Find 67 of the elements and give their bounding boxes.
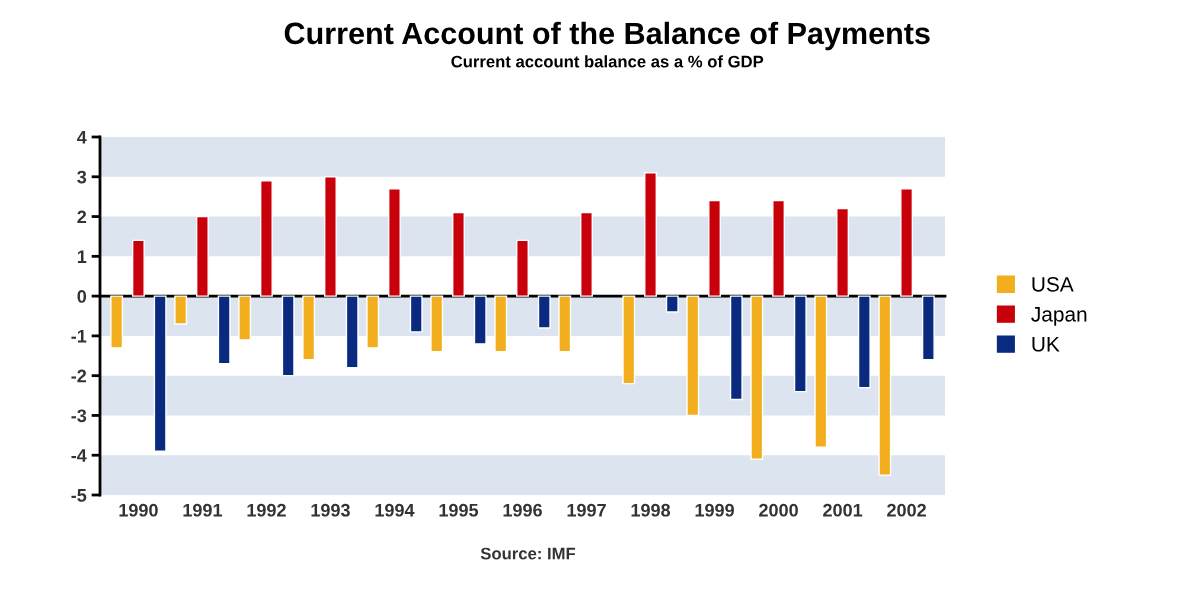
- bar: [686, 295, 700, 417]
- bar: [153, 295, 167, 452]
- bar: [558, 295, 572, 353]
- x-tick-label: 2000: [759, 503, 798, 517]
- bar: [281, 295, 295, 377]
- bar: [537, 295, 551, 329]
- y-tick-label: 1: [77, 250, 87, 263]
- x-tick-label: 2002: [887, 503, 926, 517]
- x-tick-label: 1992: [247, 503, 286, 517]
- bar: [644, 172, 657, 297]
- bar: [110, 295, 124, 349]
- bar: [430, 295, 444, 353]
- bar: [516, 239, 529, 297]
- bar: [857, 295, 871, 389]
- bar: [921, 295, 935, 361]
- bar: [345, 295, 359, 369]
- bar: [131, 239, 145, 297]
- bar: [836, 207, 850, 297]
- bar: [580, 211, 593, 297]
- bar: [814, 295, 828, 448]
- legend-label: Japan: [1031, 307, 1087, 326]
- bar: [708, 199, 722, 297]
- bar: [302, 295, 316, 361]
- bar: [665, 295, 679, 313]
- bar: [174, 295, 188, 325]
- bar: [259, 180, 273, 297]
- bar: [195, 215, 209, 297]
- bar: [900, 188, 914, 297]
- x-tick-label: 1999: [695, 503, 734, 517]
- bar: [238, 295, 252, 341]
- bar: [494, 295, 508, 353]
- bar: [750, 295, 764, 460]
- bar: [388, 188, 401, 297]
- y-tick-label: 0: [77, 290, 87, 303]
- bar: [729, 295, 743, 401]
- y-tick-label: -3: [71, 409, 87, 423]
- y-tick-label: 4: [77, 131, 87, 144]
- y-tick-label: 3: [77, 170, 87, 184]
- y-tick-label: -5: [71, 489, 87, 502]
- x-tick-label: 1993: [311, 503, 350, 517]
- bar: [772, 199, 786, 297]
- bar: [452, 211, 465, 297]
- chart-title: Current Account of the Balance of Payments: [284, 21, 930, 51]
- legend-label: USA: [1032, 276, 1074, 292]
- bar: [366, 295, 380, 349]
- bar: [473, 295, 487, 345]
- x-tick-label: 1991: [183, 503, 223, 517]
- y-tick-label: -2: [71, 369, 87, 383]
- x-tick-label: 1990: [119, 503, 158, 517]
- bar: [793, 295, 807, 393]
- x-tick-label: 1996: [503, 503, 542, 517]
- y-tick-label: -4: [71, 449, 87, 462]
- x-tick-label: 2001: [823, 503, 863, 517]
- source-note: Source: IMF: [480, 547, 576, 560]
- chart-subtitle: Current account balance as a % of GDP: [451, 55, 764, 68]
- bar: [409, 295, 423, 333]
- x-tick-label: 1994: [375, 503, 415, 517]
- x-tick-label: 1995: [439, 503, 479, 517]
- y-tick-label: 2: [77, 210, 87, 224]
- legend-label: UK: [1032, 337, 1060, 352]
- bar: [878, 295, 892, 476]
- bar: [323, 176, 337, 297]
- x-tick-label: 1997: [567, 503, 606, 517]
- x-tick-label: 1998: [631, 503, 671, 517]
- bar: [622, 295, 636, 385]
- bar: [217, 295, 231, 365]
- y-tick-label: -1: [71, 330, 87, 343]
